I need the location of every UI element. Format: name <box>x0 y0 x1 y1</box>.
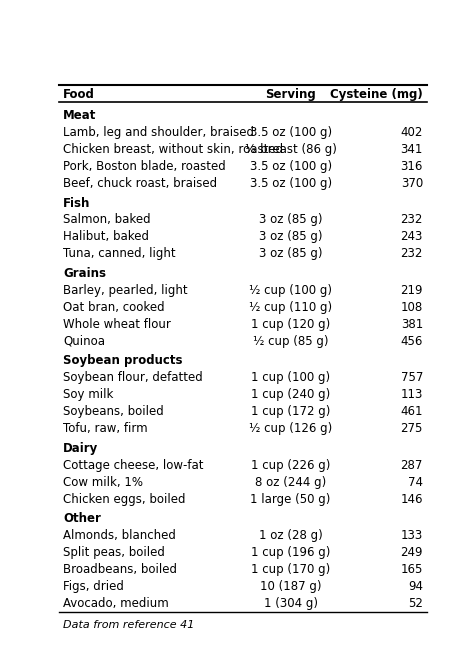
Text: 10 (187 g): 10 (187 g) <box>260 580 321 593</box>
Text: Soybean products: Soybean products <box>63 354 182 367</box>
Text: 1 cup (196 g): 1 cup (196 g) <box>251 546 330 559</box>
Text: Pork, Boston blade, roasted: Pork, Boston blade, roasted <box>63 160 226 173</box>
Text: Cysteine (mg): Cysteine (mg) <box>330 88 423 101</box>
Text: 1 cup (240 g): 1 cup (240 g) <box>251 388 330 401</box>
Text: Data from reference 41: Data from reference 41 <box>63 620 194 630</box>
Text: Oat bran, cooked: Oat bran, cooked <box>63 301 164 314</box>
Text: Beef, chuck roast, braised: Beef, chuck roast, braised <box>63 177 217 190</box>
Text: Cow milk, 1%: Cow milk, 1% <box>63 476 143 489</box>
Text: Almonds, blanched: Almonds, blanched <box>63 529 176 542</box>
Text: ½ cup (85 g): ½ cup (85 g) <box>253 335 328 348</box>
Text: 1 cup (226 g): 1 cup (226 g) <box>251 459 330 472</box>
Text: Serving: Serving <box>265 88 316 101</box>
Text: Salmon, baked: Salmon, baked <box>63 214 151 226</box>
Text: Fish: Fish <box>63 196 91 210</box>
Text: 275: 275 <box>401 422 423 436</box>
Text: Tuna, canned, light: Tuna, canned, light <box>63 247 175 261</box>
Text: Chicken breast, without skin, roasted: Chicken breast, without skin, roasted <box>63 143 283 156</box>
Text: Soybeans, boiled: Soybeans, boiled <box>63 405 164 418</box>
Text: Soy milk: Soy milk <box>63 388 113 401</box>
Text: 249: 249 <box>401 546 423 559</box>
Text: 74: 74 <box>408 476 423 489</box>
Text: 146: 146 <box>401 493 423 506</box>
Text: Other: Other <box>63 512 101 525</box>
Text: 243: 243 <box>401 230 423 243</box>
Text: 1 cup (120 g): 1 cup (120 g) <box>251 318 330 331</box>
Text: Soybean flour, defatted: Soybean flour, defatted <box>63 371 203 384</box>
Text: 3 oz (85 g): 3 oz (85 g) <box>259 230 322 243</box>
Text: 402: 402 <box>401 126 423 139</box>
Text: 370: 370 <box>401 177 423 190</box>
Text: Avocado, medium: Avocado, medium <box>63 597 169 610</box>
Text: 287: 287 <box>401 459 423 472</box>
Text: Whole wheat flour: Whole wheat flour <box>63 318 171 331</box>
Text: Chicken eggs, boiled: Chicken eggs, boiled <box>63 493 185 506</box>
Text: 3.5 oz (100 g): 3.5 oz (100 g) <box>250 160 332 173</box>
Text: ½ cup (110 g): ½ cup (110 g) <box>249 301 332 314</box>
Text: 3 oz (85 g): 3 oz (85 g) <box>259 247 322 261</box>
Text: ½ cup (100 g): ½ cup (100 g) <box>249 284 332 297</box>
Text: 757: 757 <box>401 371 423 384</box>
Text: 8 oz (244 g): 8 oz (244 g) <box>255 476 326 489</box>
Text: ½ cup (126 g): ½ cup (126 g) <box>249 422 332 436</box>
Text: Barley, pearled, light: Barley, pearled, light <box>63 284 188 297</box>
Text: Dairy: Dairy <box>63 442 98 455</box>
Text: 52: 52 <box>408 597 423 610</box>
Text: Meat: Meat <box>63 109 96 122</box>
Text: Food: Food <box>63 88 95 101</box>
Text: 1 (304 g): 1 (304 g) <box>264 597 318 610</box>
Text: 341: 341 <box>401 143 423 156</box>
Text: 1 cup (170 g): 1 cup (170 g) <box>251 563 330 576</box>
Text: 108: 108 <box>401 301 423 314</box>
Text: Figs, dried: Figs, dried <box>63 580 124 593</box>
Text: 94: 94 <box>408 580 423 593</box>
Text: 3.5 oz (100 g): 3.5 oz (100 g) <box>250 126 332 139</box>
Text: 133: 133 <box>401 529 423 542</box>
Text: 219: 219 <box>401 284 423 297</box>
Text: 232: 232 <box>401 247 423 261</box>
Text: 232: 232 <box>401 214 423 226</box>
Text: Tofu, raw, firm: Tofu, raw, firm <box>63 422 147 436</box>
Text: 3.5 oz (100 g): 3.5 oz (100 g) <box>250 177 332 190</box>
Text: 165: 165 <box>401 563 423 576</box>
Text: Quinoa: Quinoa <box>63 335 105 348</box>
Text: Lamb, leg and shoulder, braised: Lamb, leg and shoulder, braised <box>63 126 254 139</box>
Text: 113: 113 <box>401 388 423 401</box>
Text: Halibut, baked: Halibut, baked <box>63 230 149 243</box>
Text: 461: 461 <box>401 405 423 418</box>
Text: Broadbeans, boiled: Broadbeans, boiled <box>63 563 177 576</box>
Text: ½ breast (86 g): ½ breast (86 g) <box>245 143 337 156</box>
Text: 1 large (50 g): 1 large (50 g) <box>250 493 331 506</box>
Text: Grains: Grains <box>63 267 106 280</box>
Text: 1 cup (100 g): 1 cup (100 g) <box>251 371 330 384</box>
Text: Split peas, boiled: Split peas, boiled <box>63 546 165 559</box>
Text: 456: 456 <box>401 335 423 348</box>
Text: Cottage cheese, low-fat: Cottage cheese, low-fat <box>63 459 203 472</box>
Text: 1 oz (28 g): 1 oz (28 g) <box>259 529 322 542</box>
Text: 3 oz (85 g): 3 oz (85 g) <box>259 214 322 226</box>
Text: 1 cup (172 g): 1 cup (172 g) <box>251 405 330 418</box>
Text: 316: 316 <box>401 160 423 173</box>
Text: 381: 381 <box>401 318 423 331</box>
